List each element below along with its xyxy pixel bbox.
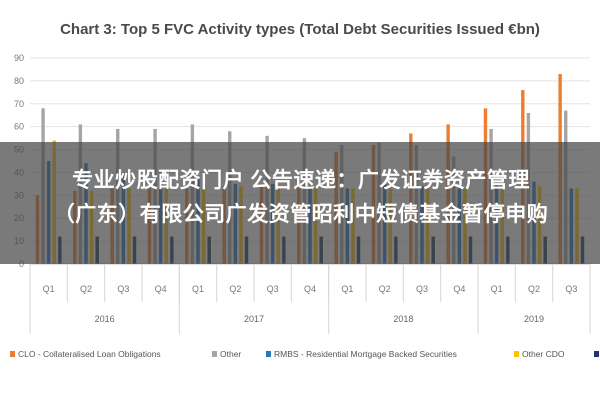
x-axis: Q1 Q2 Q3 Q4 Q1 Q2 Q3 Q4 Q1 Q2 Q3 Q4 Q1 Q2 Q3 2016 2017 20… [29, 263, 591, 334]
year-label-2018: 2018 [393, 314, 413, 324]
x-tick-label-6: Q3 [267, 284, 279, 294]
legend-swatch-0 [10, 351, 15, 357]
chart-title: Chart 3: Top 5 FVC Activity types (Total… [60, 21, 540, 38]
y-tick-label-80: 80 [14, 76, 24, 86]
banner-line-1: 专业炒股配资门户 公告速递：广发证券资产管理 [72, 169, 530, 192]
legend-label-0: CLO - Collateralised Loan Obligations [18, 349, 161, 359]
legend-swatch-2 [266, 351, 271, 357]
legend-swatch-4 [594, 351, 599, 357]
x-tick-label-14: Q3 [565, 284, 577, 294]
x-tick-label-11: Q4 [453, 284, 465, 294]
x-tick-label-10: Q3 [416, 284, 428, 294]
x-tick-label-12: Q1 [491, 284, 503, 294]
year-label-2017: 2017 [244, 314, 264, 324]
x-tick-label-3: Q4 [155, 284, 167, 294]
year-label-2019: 2019 [524, 314, 544, 324]
x-tick-label-2: Q3 [117, 284, 129, 294]
y-tick-label-90: 90 [14, 53, 24, 63]
x-tick-label-1: Q2 [80, 284, 92, 294]
overlay-banner-text[interactable]: 专业炒股配资门户 公告速递：广发证券资产管理 （广东）有限公司广发资管昭利中短债… [4, 164, 598, 232]
x-tick-label-13: Q2 [528, 284, 540, 294]
legend: CLO - Collateralised Loan Obligations Oth… [10, 349, 599, 359]
overlay-banner [0, 142, 600, 264]
x-tick-label-0: Q1 [43, 284, 55, 294]
x-tick-label-5: Q2 [229, 284, 241, 294]
banner-line-2: （广东）有限公司广发资管昭利中短债基金暂停申购 [53, 203, 549, 226]
x-tick-label-9: Q2 [379, 284, 391, 294]
legend-label-3: Other CDO [522, 349, 565, 359]
legend-swatch-1 [212, 351, 217, 357]
x-tick-label-4: Q1 [192, 284, 204, 294]
legend-label-2: RMBS - Residential Mortgage Backed Secur… [274, 349, 457, 359]
y-tick-label-70: 70 [14, 99, 24, 109]
y-tick-label-0: 0 [19, 259, 24, 269]
x-tick-label-8: Q1 [341, 284, 353, 294]
year-label-2016: 2016 [95, 314, 115, 324]
y-tick-label-60: 60 [14, 122, 24, 132]
x-tick-label-7: Q4 [304, 284, 316, 294]
legend-label-1: Other [220, 349, 241, 359]
legend-swatch-3 [514, 351, 519, 357]
